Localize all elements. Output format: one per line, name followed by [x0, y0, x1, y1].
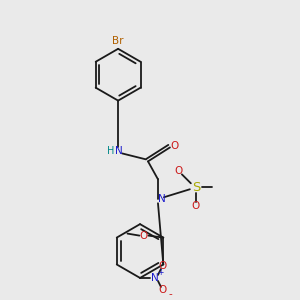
Text: O: O	[171, 141, 179, 152]
Text: O: O	[159, 261, 167, 271]
Text: N: N	[115, 146, 123, 156]
Text: H: H	[107, 146, 115, 156]
Text: O: O	[139, 231, 148, 241]
Text: -: -	[168, 289, 172, 299]
Text: S: S	[192, 181, 200, 194]
Text: O: O	[192, 201, 200, 211]
Text: N: N	[151, 273, 159, 283]
Text: Br: Br	[112, 36, 124, 46]
Text: O: O	[159, 285, 167, 295]
Text: N: N	[158, 194, 166, 204]
Text: O: O	[175, 166, 183, 176]
Text: +: +	[157, 268, 163, 278]
